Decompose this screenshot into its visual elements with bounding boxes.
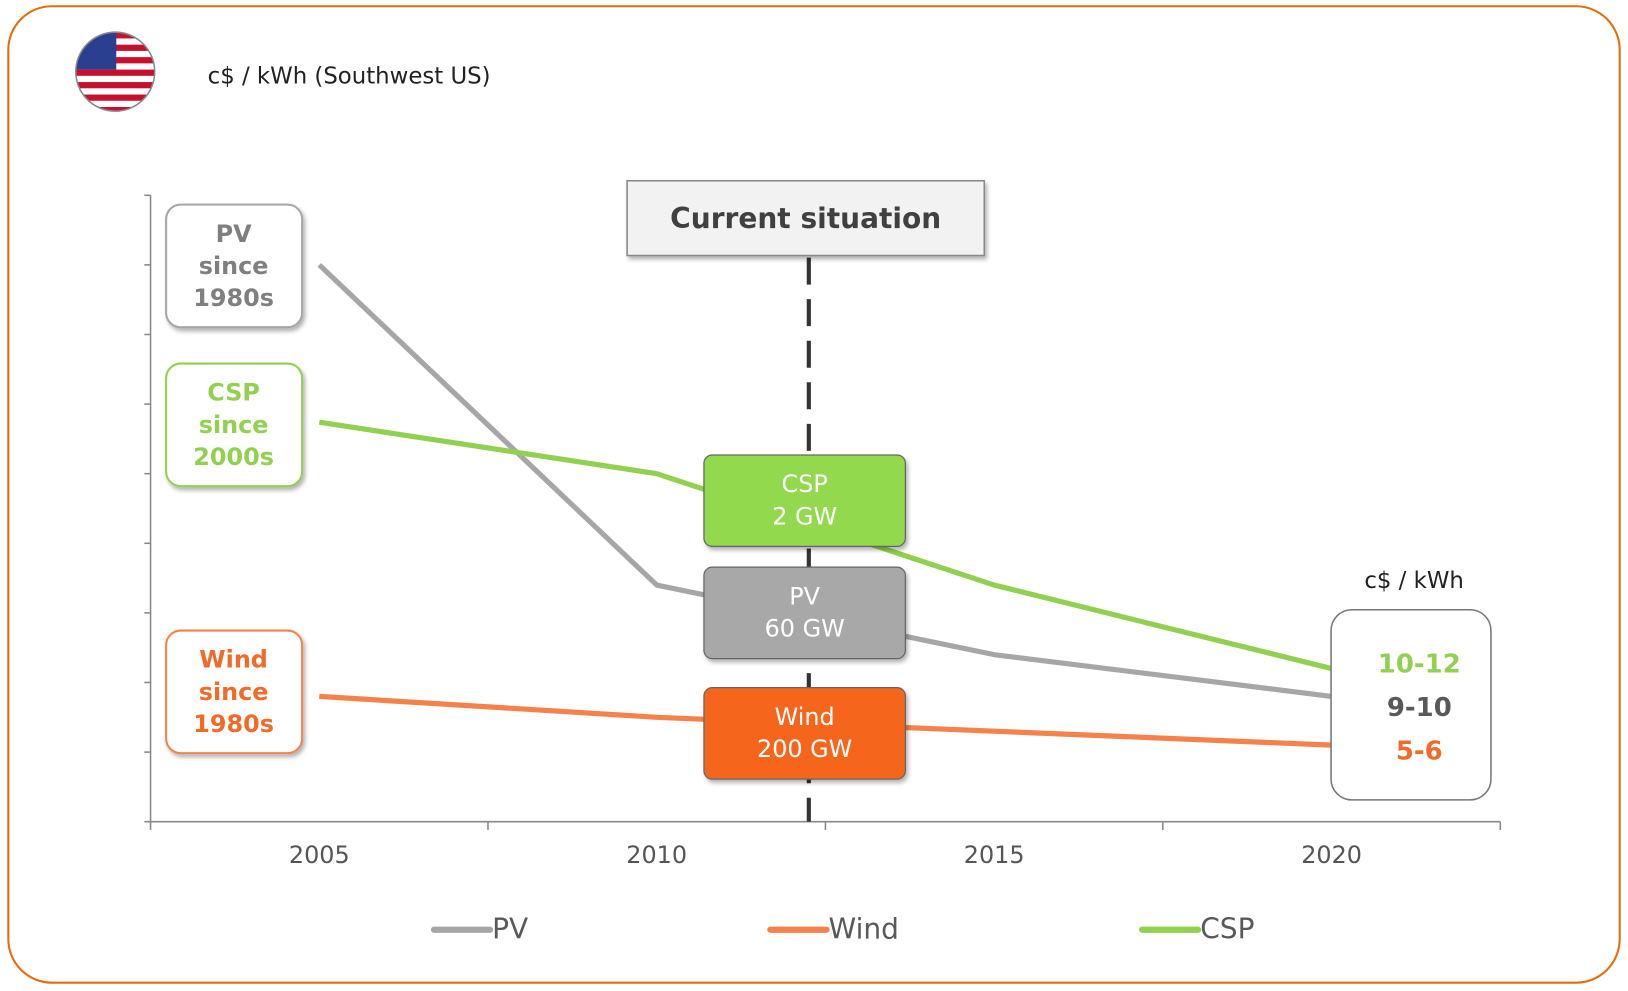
capacity-box <box>703 687 906 780</box>
side-note-text: since <box>199 678 269 706</box>
capacity-text: 200 GW <box>757 735 852 763</box>
capacity-text: PV <box>789 582 820 610</box>
subtitle: c$ / kWh (Southwest US) <box>208 63 491 89</box>
legend-label: Wind <box>829 913 899 946</box>
side-note-text: since <box>199 252 269 280</box>
capacity-text: Wind <box>775 703 835 731</box>
side-note-text: since <box>199 411 269 439</box>
flag-border <box>75 31 156 112</box>
side-note-box <box>165 629 304 755</box>
capacity-box <box>703 454 906 548</box>
x-tick-label: 2020 <box>1301 841 1362 869</box>
side-note-text: PV <box>216 220 252 248</box>
capacity-text: CSP <box>782 470 828 498</box>
side-note-text: 1980s <box>193 710 274 738</box>
end-box <box>1330 608 1492 801</box>
capacity-box <box>703 566 906 660</box>
side-note-text: 2000s <box>193 443 274 471</box>
side-note-text: Wind <box>199 646 268 674</box>
end-box-value: 10-12 <box>1378 649 1461 679</box>
side-note-text: CSP <box>207 379 260 407</box>
end-box-value: 9-10 <box>1387 693 1452 723</box>
flag-icon <box>75 32 155 112</box>
x-tick-label: 2015 <box>964 841 1025 869</box>
side-note-box <box>165 362 304 488</box>
legend-label: PV <box>492 913 528 946</box>
side-note-text: 1980s <box>193 284 274 312</box>
current-box <box>626 179 986 257</box>
x-tick-label: 2010 <box>626 841 687 869</box>
x-tick-label: 2005 <box>289 841 350 869</box>
end-box-value: 5-6 <box>1396 737 1443 767</box>
legend-label: CSP <box>1200 913 1254 946</box>
capacity-text: 2 GW <box>772 502 837 530</box>
current-label: Current situation <box>670 202 941 235</box>
side-note-box <box>165 203 304 329</box>
capacity-text: 60 GW <box>765 614 845 642</box>
end-box-title: c$ / kWh <box>1364 568 1464 594</box>
